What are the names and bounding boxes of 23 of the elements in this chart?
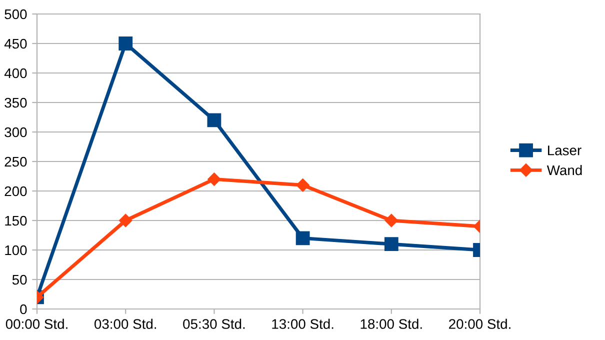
- y-tick-label: 450: [4, 38, 27, 49]
- y-tick-label: 400: [4, 68, 27, 78]
- point: [207, 113, 222, 128]
- y-tick-label: 250: [4, 156, 27, 167]
- x-tick-label: 20:00 Std.: [449, 318, 510, 329]
- x-tick-label: 18:00 Std.: [360, 318, 422, 329]
- y-tick-label: 150: [5, 216, 27, 226]
- y-tick-label: 500: [4, 9, 27, 20]
- x-tick-label: 05:30 Std.: [183, 318, 245, 329]
- legend-label: Wand: [546, 164, 582, 176]
- x-tick-label: 00:00 Std.: [6, 318, 68, 329]
- y-tick-label: 50: [12, 274, 27, 285]
- point: [208, 172, 221, 186]
- y-tick-label: 0: [20, 304, 27, 314]
- x-tick-label: 03:00 Std.: [94, 318, 156, 329]
- x-tick-label: 13:00 Std.: [272, 318, 334, 329]
- point: [296, 178, 310, 192]
- y-tick-label: 300: [4, 127, 27, 138]
- legend-label: Laser: [548, 146, 582, 156]
- point: [296, 231, 310, 246]
- y-tick-label: 100: [5, 245, 27, 256]
- y-tick-label: 350: [4, 98, 27, 108]
- y-tick-label: 200: [4, 186, 27, 196]
